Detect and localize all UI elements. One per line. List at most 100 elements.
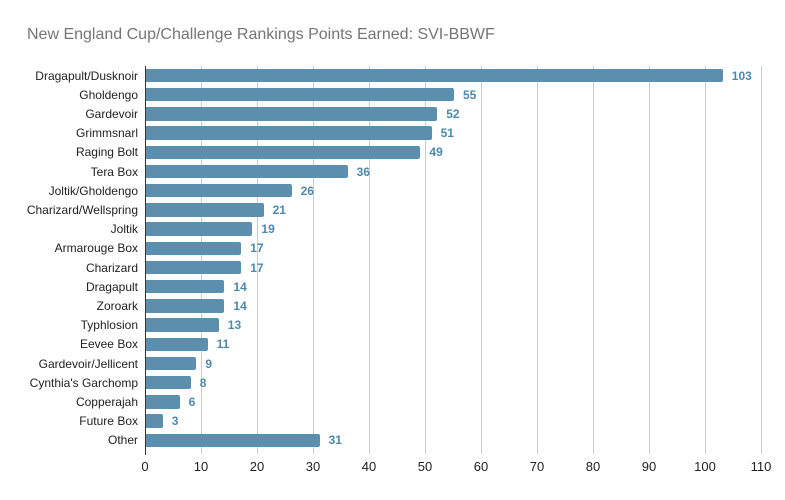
x-tick-label: 60	[473, 459, 489, 474]
bar	[146, 222, 253, 236]
category-label: Gholdengo	[79, 87, 138, 102]
bar-row: Cynthia's Garchomp 8	[30, 373, 761, 392]
gridline	[705, 66, 706, 454]
bar-row: Tera Box 36	[91, 162, 761, 181]
bar-row: Typhlosion 13	[81, 316, 761, 335]
bar	[146, 280, 225, 294]
bar-row: Other 31	[108, 431, 761, 450]
value-label: 11	[216, 337, 230, 352]
bar	[146, 145, 421, 160]
category-label: Cynthia's Garchomp	[29, 375, 138, 390]
gridline	[593, 66, 594, 454]
category-label: Charizard/Wellspring	[26, 202, 138, 217]
bar	[146, 184, 292, 198]
bar	[146, 68, 723, 83]
bar-row: Zoroark 14	[97, 296, 761, 315]
x-tick-label: 30	[305, 459, 321, 474]
bar-row: Gholdengo 55	[79, 85, 761, 104]
bar	[146, 376, 191, 390]
bar-row: Future Box 3	[79, 412, 761, 431]
category-label: Eevee Box	[79, 337, 138, 352]
x-tick-label: 80	[585, 459, 601, 474]
bar	[146, 337, 208, 352]
category-label: Other	[107, 433, 138, 448]
gridline	[313, 66, 314, 454]
bar	[146, 126, 432, 140]
value-label: 55	[463, 87, 477, 102]
gridline	[481, 66, 482, 454]
bar-row: Joltik/Gholdengo 26	[49, 181, 761, 200]
gridline	[425, 66, 426, 454]
category-label: Gardevoir	[85, 106, 138, 121]
category-label: Future Box	[79, 414, 138, 429]
value-label: 36	[356, 164, 370, 179]
bar	[146, 88, 454, 102]
category-label: Dragapult/Dusknoir	[35, 68, 138, 83]
category-label: Copperajah	[75, 394, 138, 409]
bar-row: Dragapult/Dusknoir 103	[35, 66, 761, 85]
bar	[146, 241, 242, 256]
category-label: Joltik/Gholdengo	[48, 183, 138, 198]
bar-row: Armarouge Box 17	[55, 239, 761, 258]
value-label: 13	[227, 318, 242, 333]
x-tick-label: 40	[361, 459, 377, 474]
category-label: Tera Box	[90, 164, 138, 179]
value-label: 103	[731, 68, 752, 83]
bar	[146, 318, 219, 332]
value-label: 14	[233, 298, 247, 313]
bar	[146, 356, 197, 371]
bar-row: Charizard 17	[86, 258, 761, 277]
x-tick-label: 70	[529, 459, 545, 474]
value-label: 31	[328, 433, 342, 448]
value-label: 17	[250, 260, 264, 275]
bar-row: Charizard/Wellspring 21	[27, 200, 761, 219]
x-tick-label: 100	[694, 459, 716, 474]
x-tick-label: 0	[141, 459, 149, 474]
bar	[146, 260, 242, 275]
category-label: Armarouge Box	[54, 241, 138, 256]
bar	[146, 433, 320, 448]
value-label: 14	[233, 279, 247, 294]
x-tick-label: 50	[417, 459, 433, 474]
value-label: 19	[261, 222, 275, 237]
bar-row: Copperajah 6	[76, 392, 761, 411]
value-label: 3	[171, 414, 179, 429]
bar	[146, 395, 180, 409]
value-label: 26	[300, 183, 314, 198]
chart-title: New England Cup/Challenge Rankings Point…	[27, 26, 495, 43]
bar-row: Gardevoir/Jellicent 9	[39, 354, 761, 373]
bar	[146, 414, 163, 428]
bar-row: Joltik 19	[111, 220, 761, 239]
value-label: 51	[440, 126, 454, 141]
plot-area: Dragapult/Dusknoir 103 Gholdengo 55 Gardevoi…	[27, 66, 762, 455]
category-label: Raging Bolt	[75, 145, 138, 160]
bar	[146, 203, 264, 217]
value-label: 17	[250, 241, 264, 256]
bar	[146, 107, 438, 121]
value-label: 52	[446, 106, 460, 121]
x-axis: 0 10 20 30 40 50 60 70 80 90 100 110	[141, 459, 771, 475]
value-label: 21	[272, 202, 286, 217]
x-tick-label: 10	[193, 459, 209, 474]
x-tick-label: 20	[249, 459, 265, 474]
gridline	[201, 66, 202, 454]
category-label: Dragapult	[85, 279, 138, 294]
gridline	[369, 66, 370, 454]
category-label: Gardevoir/Jellicent	[38, 356, 138, 371]
gridline	[537, 66, 538, 454]
bar-row: Dragapult 14	[86, 277, 761, 296]
bar-row: Raging Bolt 49	[76, 143, 761, 162]
category-label: Grimmsnarl	[76, 126, 138, 141]
gridline	[649, 66, 650, 454]
x-tick-label: 90	[641, 459, 657, 474]
value-label: 8	[199, 375, 207, 390]
category-label: Typhlosion	[80, 318, 138, 333]
bar-row: Grimmsnarl 51	[76, 124, 761, 143]
bar	[146, 164, 348, 179]
bar-row: Gardevoir 52	[85, 104, 761, 123]
category-label: Joltik	[110, 222, 138, 237]
category-label: Charizard	[85, 260, 138, 275]
gridline	[257, 66, 258, 454]
category-label: Zoroark	[96, 298, 138, 313]
